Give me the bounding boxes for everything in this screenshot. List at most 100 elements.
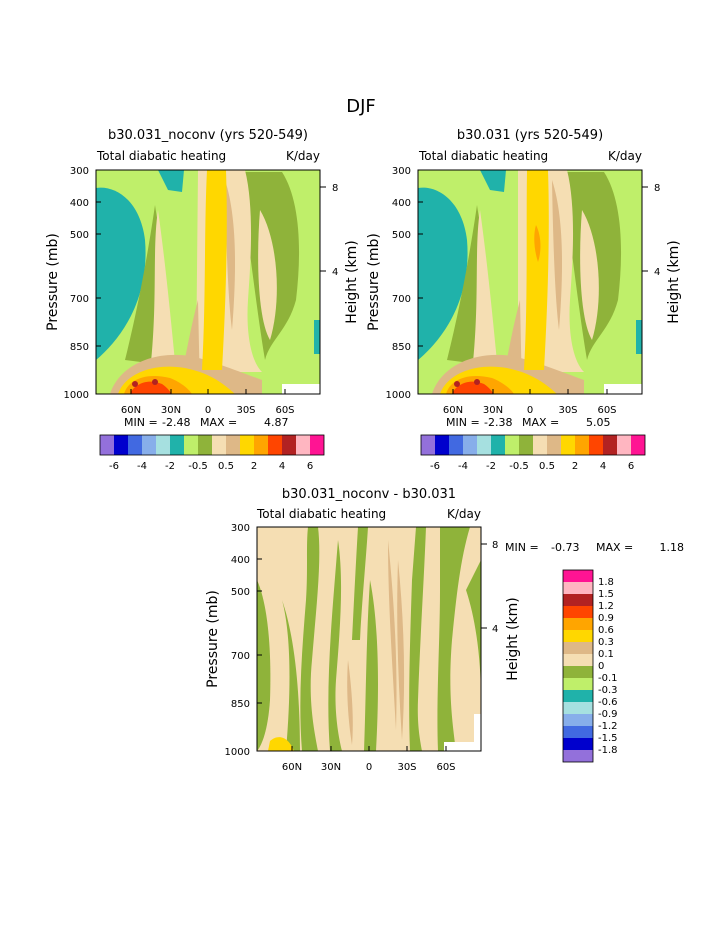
colorbar-swatch: [519, 435, 533, 455]
colorbar: [99, 434, 325, 456]
colorbar: [420, 434, 646, 456]
panel-subtitle: Total diabatic heating: [418, 149, 548, 163]
x-tick-label: 60N: [121, 405, 141, 416]
contour-neutral: [472, 210, 498, 372]
field-background: [444, 742, 481, 751]
y-axis-label: Pressure (mb): [366, 233, 382, 331]
height-tick-label: 8: [332, 183, 338, 194]
x-tick-label: 60S: [275, 405, 294, 416]
colorbar-swatch: [563, 666, 593, 678]
colorbar-swatch: [156, 435, 170, 455]
max-heating-spot: [474, 379, 480, 385]
colorbar-swatch: [240, 435, 254, 455]
contour-shallow-cooling: [96, 187, 146, 360]
contour-weak-heating: [397, 560, 405, 740]
y-tick-label: 400: [70, 198, 89, 209]
y-tick-label: 1000: [64, 390, 89, 401]
colorbar-swatch: [563, 570, 593, 582]
season-title: DJF: [346, 96, 376, 117]
stats-max-value: 4.87: [264, 416, 289, 429]
x-tick-label: 60S: [436, 762, 455, 773]
x-tick-marks: [291, 746, 447, 751]
colorbar-label: -0.1: [598, 673, 618, 684]
colorbar-swatch: [563, 582, 593, 594]
x-tick-label: 30N: [483, 405, 503, 416]
panel-difference: b30.031_noconv - b30.031 Total diabatic …: [205, 487, 684, 773]
colorbar-swatch: [617, 435, 631, 455]
colorbar-label: 0.1: [598, 649, 614, 660]
colorbar-swatch: [449, 435, 463, 455]
colorbar-swatch: [563, 726, 593, 738]
colorbar-label: 0: [598, 661, 604, 672]
contour-weak-heating: [268, 737, 294, 751]
colorbar-labels: -6 -4 -2 -0.5 0.5 2 4 6: [109, 461, 313, 472]
colorbar-swatch: [563, 642, 593, 654]
max-heating-spot: [454, 381, 460, 387]
colorbar-label: -4: [137, 461, 147, 472]
colorbar-label: 2: [572, 461, 578, 472]
panel-units: K/day: [286, 149, 320, 163]
contour-shallow-cooling: [314, 320, 320, 354]
contour-weak-cooling: [352, 527, 368, 640]
colorbar-swatch: [114, 435, 128, 455]
contour-shallow-cooling: [480, 170, 506, 192]
contour-weak-cooling: [282, 600, 300, 751]
colorbar-swatch: [477, 435, 491, 455]
colorbar-swatch: [505, 435, 519, 455]
colorbar-swatch: [563, 690, 593, 702]
colorbar-labels: -6 -4 -2 -0.5 0.5 2 4 6: [430, 461, 634, 472]
field-background: [282, 384, 320, 394]
height-tick-label: 8: [654, 183, 660, 194]
panel-title: b30.031_noconv (yrs 520-549): [108, 128, 308, 143]
y-tick-label: 700: [70, 294, 89, 305]
heatmap-field: [96, 170, 320, 394]
panel-control: b30.031 (yrs 520-549) Total diabatic hea…: [366, 128, 682, 472]
x-tick-label: 30N: [321, 762, 341, 773]
colorbar-swatch: [589, 435, 603, 455]
y-tick-marks: [96, 186, 326, 347]
stats-max-value: 1.18: [660, 541, 685, 554]
x-tick-marks: [452, 389, 608, 394]
colorbar: [562, 569, 594, 763]
colorbar-swatch: [170, 435, 184, 455]
contour-weak-cooling: [437, 527, 470, 751]
colorbar-swatch: [212, 435, 226, 455]
colorbar-swatch: [603, 435, 617, 455]
y-tick-label: 300: [392, 166, 411, 177]
y-tick-label: 850: [231, 699, 250, 710]
colorbar-label: 0.9: [598, 613, 614, 624]
colorbar-label: 0.6: [598, 625, 614, 636]
colorbar-label: 4: [600, 461, 606, 472]
y-tick-label: 400: [392, 198, 411, 209]
colorbar-label: -4: [458, 461, 468, 472]
colorbar-swatch: [226, 435, 240, 455]
colorbar-label: 1.5: [598, 589, 614, 600]
contour-deep-tropical-heating: [202, 170, 227, 370]
heatmap-field: [257, 527, 481, 751]
colorbar-label: 1.2: [598, 601, 614, 612]
y-tick-label: 700: [231, 651, 250, 662]
y-axis-label: Pressure (mb): [205, 590, 221, 688]
colorbar-label: -0.9: [598, 709, 618, 720]
x-tick-label: 30S: [558, 405, 577, 416]
contour-weak-cooling: [409, 527, 426, 751]
colorbar-swatch: [631, 435, 645, 455]
stats-max-label: MAX =: [596, 541, 633, 554]
height-tick-label: 4: [492, 624, 498, 635]
contour-weak-cooling: [257, 580, 271, 751]
colorbar-frame: [99, 434, 325, 456]
colorbar-label: -0.5: [509, 461, 529, 472]
y-tick-label: 500: [70, 230, 89, 241]
field-background: [604, 384, 642, 394]
max-heating-spot: [152, 379, 158, 385]
x-tick-label: 60N: [443, 405, 463, 416]
colorbar-label: -2: [165, 461, 175, 472]
stats-min-label: MIN =: [505, 541, 539, 554]
y-axis-label: Pressure (mb): [45, 233, 61, 331]
colorbar-label: -0.5: [188, 461, 208, 472]
colorbar-swatch: [563, 714, 593, 726]
stats-max-label: MAX =: [522, 416, 559, 429]
colorbar-swatch: [563, 606, 593, 618]
colorbar-swatch: [563, 654, 593, 666]
contour-very-strong-heating: [452, 381, 494, 394]
